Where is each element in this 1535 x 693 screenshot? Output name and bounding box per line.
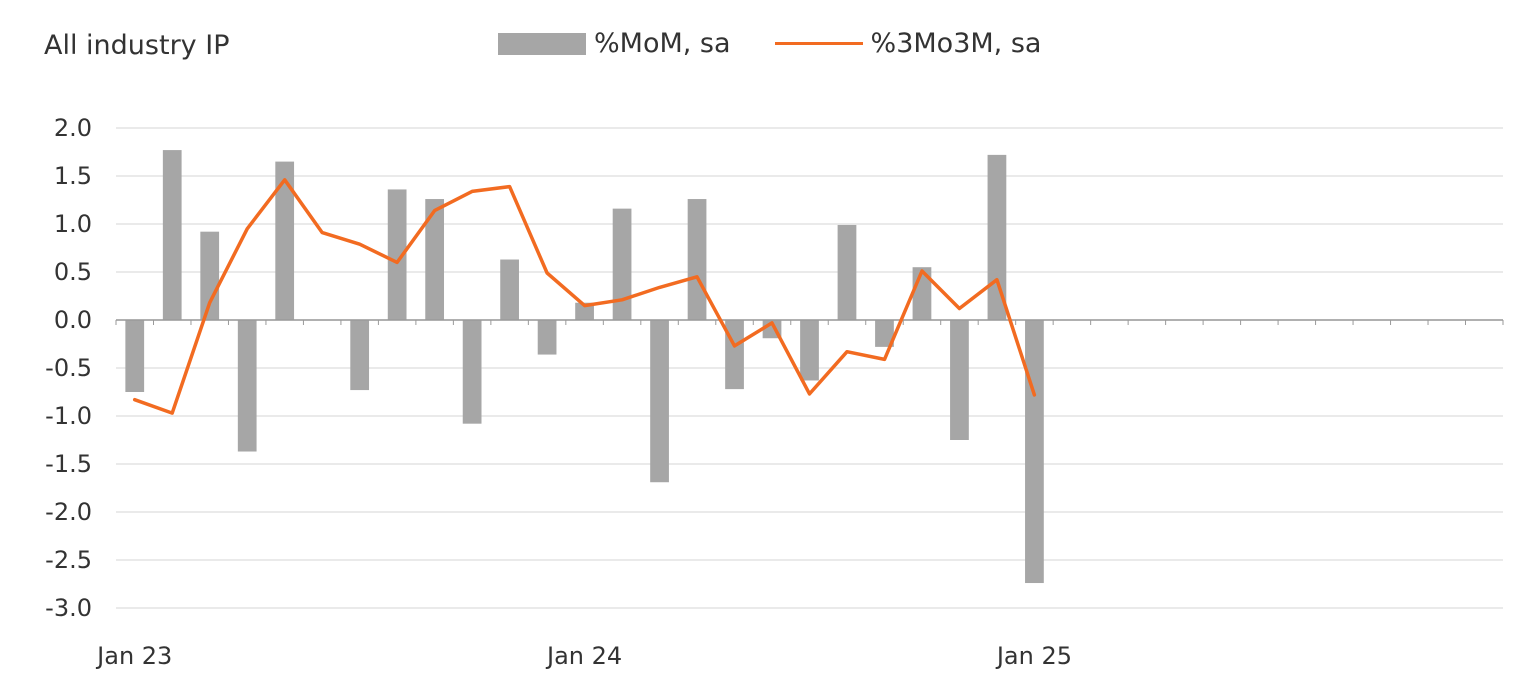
bar <box>575 302 594 320</box>
y-tick-label: -1.0 <box>45 402 92 430</box>
bar-series <box>125 150 1044 584</box>
y-tick-label: -0.5 <box>45 354 92 382</box>
chart-title: All industry IP <box>44 30 230 61</box>
bar <box>875 320 894 347</box>
y-tick-label: 0.5 <box>54 258 92 286</box>
y-tick-label: 2.0 <box>54 114 92 142</box>
bar <box>800 320 819 381</box>
bar <box>200 231 220 320</box>
bar <box>837 224 857 320</box>
bar <box>162 150 182 320</box>
y-tick-label: 0.0 <box>54 306 92 334</box>
y-axis-ticks: 2.0 1.5 1.0 0.5 0.0 -0.5 -1.0 -1.5 -2.0 -2.5 -3.0 <box>45 114 92 622</box>
y-tick-label: -2.0 <box>45 498 92 526</box>
x-tick-label: Jan 23 <box>95 642 172 670</box>
bar <box>275 161 295 320</box>
legend-label-mom: %MoM, sa <box>594 28 731 59</box>
bar <box>612 208 632 320</box>
x-tick-label: Jan 24 <box>545 642 622 670</box>
legend: %MoM, sa %3Mo3M, sa <box>498 28 1041 59</box>
y-tick-label: 1.0 <box>54 210 92 238</box>
y-tick-label: -1.5 <box>45 450 92 478</box>
bar <box>537 320 557 355</box>
legend-swatch-mom <box>498 32 586 55</box>
bar <box>237 320 257 452</box>
legend-item-mom: %MoM, sa <box>498 28 731 59</box>
legend-item-3mo3m: %3Mo3M, sa <box>774 28 1042 59</box>
bar <box>462 320 482 424</box>
bar <box>950 320 969 440</box>
bar <box>650 320 669 483</box>
legend-label-3mo3m: %3Mo3M, sa <box>870 28 1042 59</box>
bar <box>500 259 519 320</box>
bar <box>387 189 407 320</box>
bar <box>425 199 445 320</box>
bar <box>987 154 1007 320</box>
bar <box>125 320 145 392</box>
y-tick-label: 1.5 <box>54 162 92 190</box>
series-line <box>132 178 1037 415</box>
y-tick-label: -3.0 <box>45 594 92 622</box>
zero-axis <box>115 319 1504 325</box>
legend-swatch-3mo3m <box>774 42 863 45</box>
bar <box>1025 320 1044 584</box>
x-axis-ticks: Jan 23 Jan 24 Jan 25 <box>95 642 1072 670</box>
line-series <box>132 178 1037 415</box>
x-tick-label: Jan 25 <box>995 642 1072 670</box>
bar <box>687 199 707 320</box>
bar <box>350 320 370 391</box>
y-tick-label: -2.5 <box>45 546 92 574</box>
